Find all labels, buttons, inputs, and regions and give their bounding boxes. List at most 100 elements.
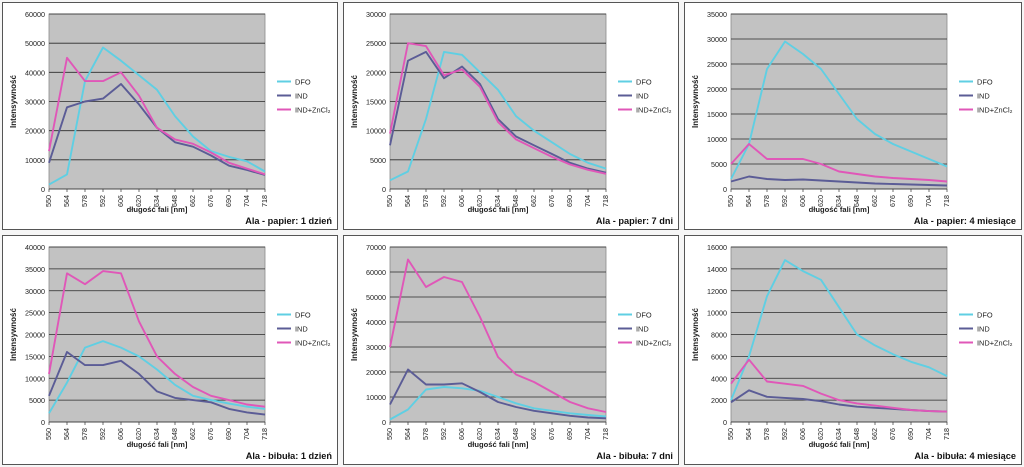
legend-label: IND+ZnCl₂	[295, 339, 331, 348]
x-tick-label: 662	[529, 428, 538, 440]
x-tick-label: 550	[44, 195, 53, 207]
series-line-0	[730, 40, 948, 180]
legend-label: IND	[295, 92, 308, 101]
x-tick-label: 564	[403, 428, 412, 440]
y-tick-label: 30000	[366, 10, 386, 19]
x-tick-label: 676	[206, 195, 215, 207]
x-tick-label: 718	[942, 195, 951, 207]
x-tick-label: 662	[529, 195, 538, 207]
y-tick-label: 0	[723, 418, 727, 427]
x-tick-label: 606	[457, 428, 466, 440]
x-tick-label: 606	[116, 428, 125, 440]
chart-panel: 0 2000 4000 6000 8000 10000 12000 14000 16000 550…	[684, 235, 1022, 465]
y-tick-label: 10000	[366, 393, 386, 402]
series-line-0	[389, 386, 607, 421]
chart-panel: 0 10000 20000 30000 40000 50000 60000 550 564 578…	[2, 2, 338, 230]
x-tick-label: 592	[439, 428, 448, 440]
legend-label: IND	[295, 325, 308, 334]
x-tick-label: 704	[242, 195, 251, 207]
y-tick-label: 30000	[25, 98, 45, 107]
y-axis-label: Intensywność	[350, 308, 359, 361]
y-axis-label: Intensywność	[9, 308, 18, 361]
y-tick-label: 15000	[25, 352, 45, 361]
x-tick-label: 620	[475, 428, 484, 440]
series-line-2	[389, 258, 607, 413]
x-tick-label: 550	[44, 428, 53, 440]
x-tick-label: 648	[170, 195, 179, 207]
x-axis-label: długość fali [nm]	[809, 440, 870, 449]
x-tick-label: 606	[798, 428, 807, 440]
x-tick-label: 704	[924, 195, 933, 207]
x-tick-label: 564	[744, 428, 753, 440]
x-tick-label: 704	[583, 195, 592, 207]
legend-label: IND	[977, 325, 990, 334]
y-tick-label: 12000	[707, 287, 727, 296]
x-tick-label: 648	[852, 428, 861, 440]
y-tick-label: 20000	[25, 331, 45, 340]
y-tick-label: 10000	[25, 156, 45, 165]
y-tick-label: 35000	[25, 265, 45, 274]
x-tick-label: 592	[439, 195, 448, 207]
y-tick-label: 25000	[366, 39, 386, 48]
x-tick-label: 564	[744, 195, 753, 207]
x-tick-label: 578	[80, 195, 89, 207]
y-tick-label: 15000	[366, 98, 386, 107]
y-tick-label: 14000	[707, 265, 727, 274]
panel-caption: Ala - bibuła: 4 miesiące	[914, 451, 1016, 461]
x-tick-label: 662	[188, 428, 197, 440]
y-tick-label: 25000	[707, 60, 727, 69]
x-tick-label: 592	[98, 428, 107, 440]
y-tick-label: 0	[382, 418, 386, 427]
x-tick-label: 648	[511, 195, 520, 207]
series-line-1	[48, 351, 266, 416]
y-tick-label: 10000	[366, 127, 386, 136]
panel-caption: Ala - papier: 1 dzień	[245, 216, 332, 226]
x-tick-label: 592	[780, 428, 789, 440]
y-tick-label: 6000	[711, 352, 727, 361]
y-tick-label: 70000	[366, 243, 386, 252]
series-line-0	[389, 50, 607, 182]
legend-label: DFO	[636, 78, 652, 87]
x-tick-label: 676	[888, 195, 897, 207]
series-line-1	[730, 175, 948, 187]
x-tick-label: 690	[565, 195, 574, 207]
x-tick-label: 564	[62, 195, 71, 207]
panel-caption: Ala - papier: 7 dni	[596, 216, 673, 226]
x-tick-label: 550	[385, 428, 394, 440]
y-tick-label: 4000	[711, 374, 727, 383]
y-tick-label: 60000	[25, 10, 45, 19]
x-tick-label: 718	[942, 428, 951, 440]
x-tick-label: 690	[906, 428, 915, 440]
y-tick-label: 10000	[25, 374, 45, 383]
x-axis-label: długość fali [nm]	[127, 205, 188, 214]
x-tick-label: 634	[493, 195, 502, 207]
y-tick-label: 10000	[707, 135, 727, 144]
x-tick-label: 620	[816, 428, 825, 440]
y-tick-label: 35000	[707, 10, 727, 19]
y-tick-label: 60000	[366, 268, 386, 277]
legend-label: IND+ZnCl₂	[636, 339, 672, 348]
legend-label: DFO	[295, 311, 311, 320]
x-tick-label: 592	[780, 195, 789, 207]
x-tick-label: 690	[224, 195, 233, 207]
y-tick-label: 5000	[370, 156, 386, 165]
x-tick-label: 606	[116, 195, 125, 207]
panel-caption: Ala - bibuła: 1 dzień	[246, 451, 333, 461]
chart-panel: 0 5000 10000 15000 20000 25000 30000 550 564 578 5…	[343, 2, 679, 230]
series-line-2	[730, 143, 948, 183]
legend-label: IND	[636, 92, 649, 101]
y-tick-label: 20000	[366, 68, 386, 77]
legend-label: DFO	[636, 311, 652, 320]
x-tick-label: 550	[385, 195, 394, 207]
legend-label: IND	[636, 325, 649, 334]
y-tick-label: 40000	[25, 68, 45, 77]
y-axis-label: Intensywność	[9, 75, 18, 128]
x-tick-label: 718	[260, 428, 269, 440]
y-tick-label: 40000	[25, 243, 45, 252]
y-tick-label: 2000	[711, 396, 727, 405]
chart-panel: 0 5000 10000 15000 20000 25000 30000 35000 550 56…	[684, 2, 1022, 230]
x-tick-label: 648	[170, 428, 179, 440]
chart-panel: 0 10000 20000 30000 40000 50000 60000 70000 550 5…	[343, 235, 679, 465]
y-tick-label: 0	[41, 185, 45, 194]
